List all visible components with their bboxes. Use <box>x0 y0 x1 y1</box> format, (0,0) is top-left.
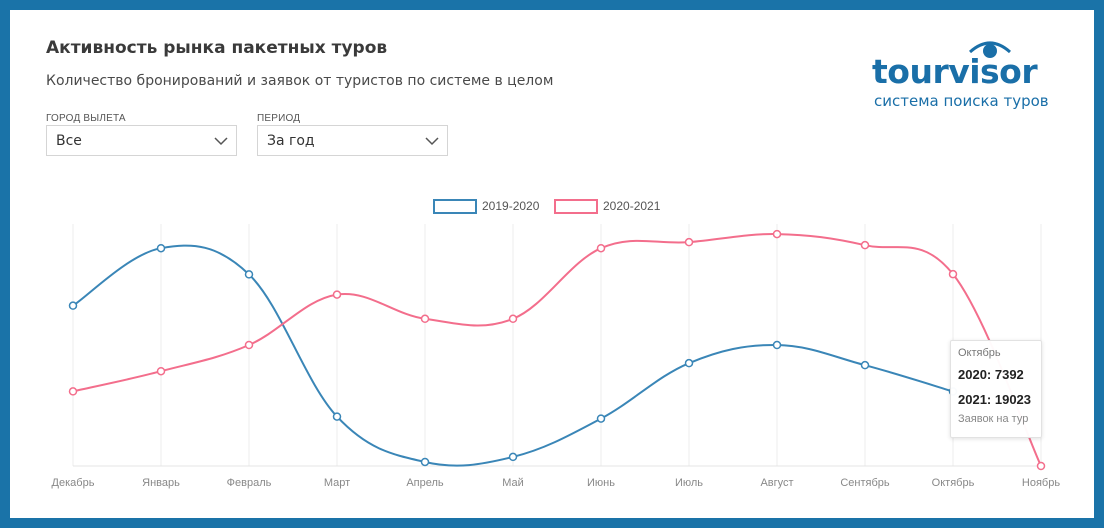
x-tick-label: Октябрь <box>932 477 975 489</box>
city-filter-label: ГОРОД ВЫЛЕТА <box>46 113 126 124</box>
data-point[interactable] <box>684 358 694 368</box>
x-tick-label: Август <box>760 477 793 489</box>
data-point[interactable] <box>244 340 254 350</box>
x-axis-labels: Декабрь Январь Февраль Март Апрель Май Июнь Июл… <box>52 477 1061 489</box>
tourvisor-logo[interactable]: tourvisor система поиска туров <box>872 34 1062 114</box>
x-tick-label: Июнь <box>587 477 615 489</box>
eye-icon <box>968 41 1012 58</box>
data-point[interactable] <box>948 269 958 279</box>
legend-label-2019-2020[interactable]: 2019-2020 <box>482 199 540 213</box>
x-tick-label: Январь <box>142 477 180 489</box>
content-panel: Активность рынка пакетных туров Количест… <box>10 10 1094 518</box>
logo-tagline: система поиска туров <box>874 92 1049 110</box>
chevron-down-icon <box>214 137 228 146</box>
chart-legend: 2019-2020 2020-2021 <box>433 199 661 214</box>
x-tick-label: Март <box>324 477 350 489</box>
data-point[interactable] <box>244 270 254 279</box>
chart-tooltip: Октябрь 2020: 7392 2021: 19023 Заявок на… <box>950 340 1042 438</box>
tooltip-footer: Заявок на тур <box>958 413 1029 425</box>
data-point[interactable] <box>772 229 782 239</box>
x-tick-label: Апрель <box>406 477 444 489</box>
x-tick-label: Февраль <box>227 477 272 489</box>
city-select-value: Все <box>56 133 82 149</box>
x-tick-label: Июль <box>675 477 703 489</box>
series-line-2019-2020 <box>72 244 954 467</box>
page-title: Активность рынка пакетных туров <box>46 38 388 58</box>
legend-swatch-2020-2021[interactable] <box>554 199 598 214</box>
legend-swatch-2019-2020[interactable] <box>433 199 477 214</box>
period-filter-label: ПЕРИОД <box>257 113 301 124</box>
logo-wordmark: tourvisor <box>872 52 1038 91</box>
data-point[interactable] <box>508 314 518 324</box>
legend-label-2020-2021[interactable]: 2020-2021 <box>603 199 661 213</box>
city-select[interactable]: Все <box>46 125 237 156</box>
data-point[interactable] <box>156 366 166 376</box>
data-point[interactable] <box>420 457 430 467</box>
tooltip-value-2021: 2021: 19023 <box>958 392 1032 407</box>
data-point[interactable] <box>68 301 78 310</box>
tooltip-title: Октябрь <box>958 347 1001 359</box>
data-point[interactable] <box>860 240 870 250</box>
x-tick-label: Сентябрь <box>840 477 890 489</box>
x-tick-label: Декабрь <box>52 477 95 489</box>
x-tick-label: Май <box>502 477 524 489</box>
x-tick-label: Ноябрь <box>1022 477 1060 489</box>
data-point[interactable] <box>684 237 694 247</box>
page-subtitle: Количество бронирований и заявок от тури… <box>46 73 554 89</box>
data-point[interactable] <box>156 243 166 253</box>
data-point[interactable] <box>332 290 342 299</box>
data-point[interactable] <box>596 414 606 423</box>
tooltip-value-2020: 2020: 7392 <box>958 367 1024 382</box>
chart-grid <box>72 224 1042 467</box>
data-point[interactable] <box>596 243 606 253</box>
data-point[interactable] <box>860 360 870 370</box>
chevron-down-icon <box>425 137 439 146</box>
data-point[interactable] <box>508 452 518 462</box>
period-select[interactable]: За год <box>257 125 448 156</box>
data-point[interactable] <box>332 412 342 421</box>
data-point[interactable] <box>1036 461 1046 471</box>
period-select-value: За год <box>267 133 315 149</box>
data-point[interactable] <box>772 340 782 350</box>
series-line-2020-2021 <box>72 233 1042 467</box>
chart-series <box>68 229 1046 471</box>
data-point[interactable] <box>68 387 78 396</box>
data-point[interactable] <box>420 314 430 324</box>
